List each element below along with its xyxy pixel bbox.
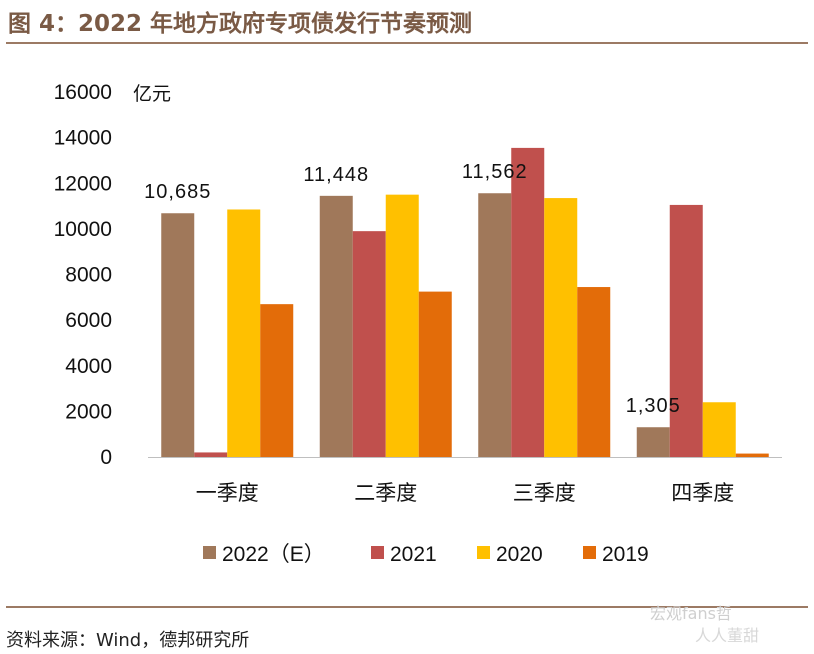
source-note: 资料来源：Wind，德邦研究所 [6,630,250,651]
y-axis-unit-label: 亿元 [133,83,171,105]
watermark-text-secondary: 人人董甜 [695,626,760,645]
chart-title: 图 4：2022 年地方政府专项债发行节奏预测 [8,11,473,37]
y-tick-label: 12000 [54,172,112,195]
x-tick-label: 四季度 [671,481,734,505]
bar-3-2 [511,147,545,457]
y-tick-label: 10000 [54,218,112,241]
legend-label-2: 2021 [390,543,437,566]
bar-3-4 [577,287,611,457]
footer-divider [6,606,808,608]
y-tick-label: 16000 [54,81,112,104]
bar-4-2 [669,204,703,457]
bar-1-2 [194,452,228,457]
legend-swatch-2 [371,546,384,559]
y-tick-label: 0 [100,446,112,469]
bar-3-3 [544,198,578,457]
data-label: 10,685 [144,181,211,203]
data-label: 11,562 [462,161,528,183]
bar-3-1 [478,193,512,457]
watermark-text: 宏观fans哲 [650,604,732,623]
legend-swatch-1 [203,546,216,559]
legend-label-1: 2022（E） [222,543,325,566]
bar-1-3 [227,209,261,457]
legend-swatch-3 [477,546,490,559]
y-tick-label: 6000 [65,309,112,332]
bar-chart: 0 2000 4000 6000 8000 10000 12000 14000 16000 亿元一… [54,81,782,566]
x-tick-label: 一季度 [196,481,259,505]
legend-label-3: 2020 [496,543,543,566]
y-tick-label: 8000 [65,264,112,287]
data-label: 11,448 [303,164,369,186]
bar-1-1 [161,213,195,457]
legend-swatch-4 [583,546,596,559]
bar-2-4 [418,291,452,457]
bar-2-1 [319,195,353,457]
y-tick-label: 4000 [65,355,112,378]
x-tick-label: 三季度 [513,481,576,505]
bar-2-2 [352,231,386,457]
y-tick-label: 14000 [54,127,112,150]
bar-4-3 [702,402,736,457]
bar-2-3 [385,194,419,457]
y-tick-label: 2000 [65,400,112,423]
bar-1-4 [260,304,294,457]
data-label: 1,305 [626,395,681,417]
x-tick-label: 二季度 [354,481,417,505]
legend-label-4: 2019 [602,543,649,566]
title-divider [6,42,808,44]
bar-4-1 [636,427,670,457]
bar-4-4 [735,453,769,457]
